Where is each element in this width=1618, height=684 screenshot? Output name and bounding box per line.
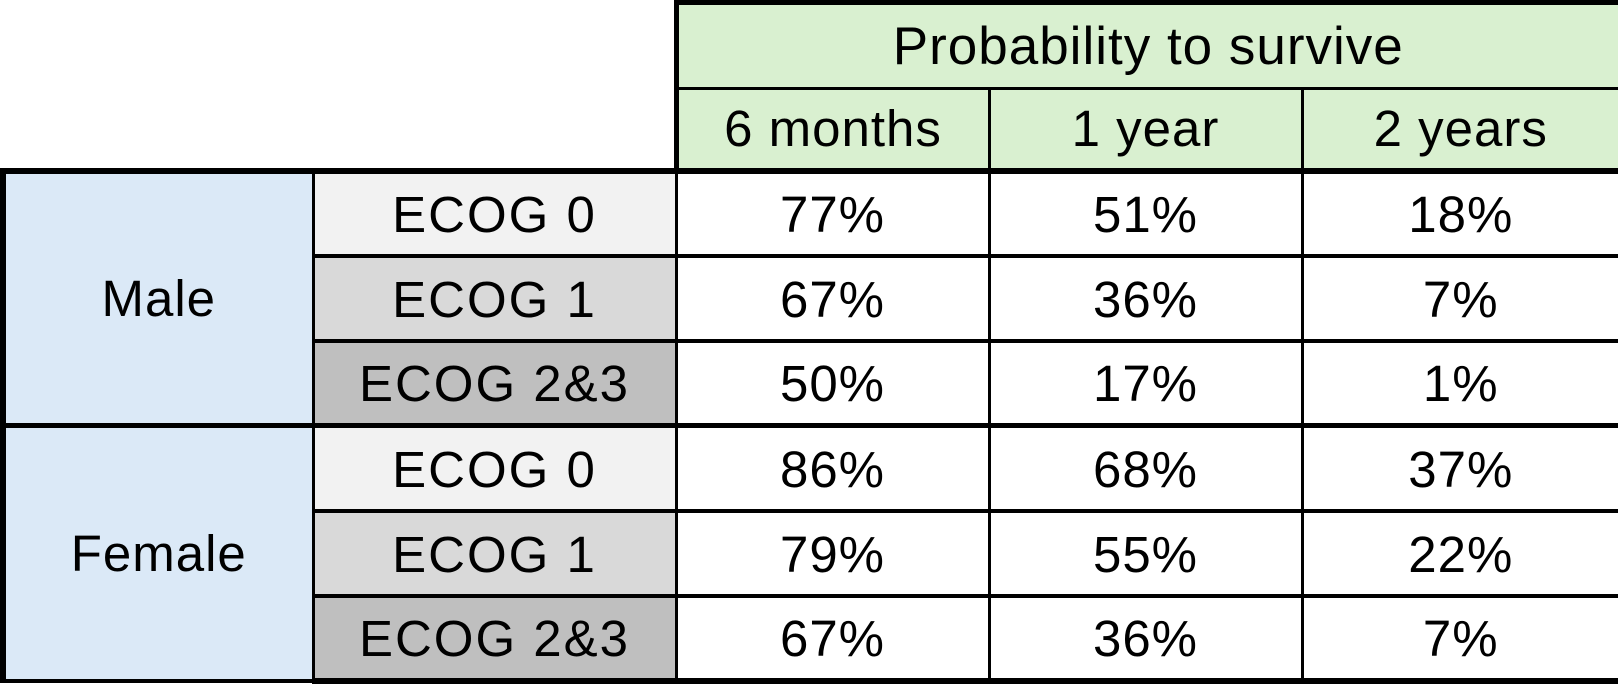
- blank-cell: [3, 2, 313, 89]
- table-row: ECOG 1 67% 36% 7%: [3, 253, 1618, 343]
- table-row: ECOG 2&3 50% 17% 1%: [3, 338, 1618, 428]
- blank-cell: [3, 88, 313, 171]
- table-title: Probability to survive: [673, 0, 1618, 90]
- table-row: Female ECOG 0 86% 68% 37%: [0, 423, 1618, 683]
- table-row: ECOG 2&3 67% 36% 7%: [3, 593, 1618, 684]
- table-row: Male ECOG 0 77% 51% 18%: [0, 167, 1618, 428]
- value-cell: 37%: [1300, 423, 1618, 513]
- value-cell: 1%: [1300, 338, 1618, 428]
- value-cell: 51%: [987, 167, 1304, 258]
- value-cell: 67%: [674, 253, 991, 343]
- column-header-6-months: 6 months: [673, 87, 991, 172]
- value-cell: 36%: [987, 593, 1304, 684]
- row-header-ecog-2-3: ECOG 2&3: [311, 593, 678, 684]
- value-cell: 7%: [1300, 253, 1618, 343]
- column-header-2-years: 2 years: [1300, 87, 1618, 172]
- value-cell: 79%: [674, 508, 991, 598]
- blank-cell: [313, 2, 676, 89]
- table-row: ECOG 1 79% 55% 22%: [3, 508, 1618, 598]
- value-cell: 67%: [674, 593, 991, 684]
- value-cell: 36%: [987, 253, 1304, 343]
- row-header-ecog-0: ECOG 0: [311, 167, 678, 258]
- value-cell: 17%: [987, 338, 1304, 428]
- value-cell: 86%: [674, 423, 991, 513]
- blank-cell: [313, 88, 676, 171]
- value-cell: 68%: [987, 423, 1304, 513]
- value-cell: 22%: [1300, 508, 1618, 598]
- value-cell: 50%: [674, 338, 991, 428]
- value-cell: 7%: [1300, 593, 1618, 684]
- value-cell: 55%: [987, 508, 1304, 598]
- column-header-1-year: 1 year: [987, 87, 1304, 172]
- value-cell: 18%: [1300, 167, 1618, 258]
- row-header-ecog-0: ECOG 0: [311, 423, 678, 513]
- row-header-ecog-1: ECOG 1: [311, 253, 678, 343]
- value-cell: 77%: [674, 167, 991, 258]
- row-header-ecog-2-3: ECOG 2&3: [311, 338, 678, 428]
- group-header-female: Female: [0, 423, 315, 683]
- group-header-male: Male: [0, 167, 315, 428]
- row-header-ecog-1: ECOG 1: [311, 508, 678, 598]
